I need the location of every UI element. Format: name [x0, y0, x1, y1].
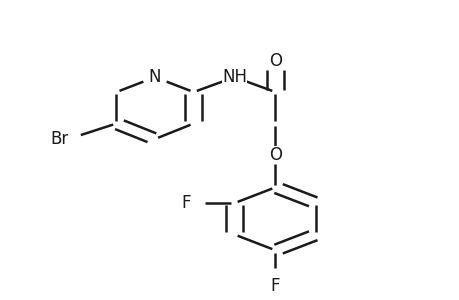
- Text: O: O: [269, 146, 281, 164]
- Text: F: F: [181, 194, 191, 212]
- Text: O: O: [269, 52, 281, 70]
- Text: Br: Br: [50, 130, 68, 148]
- Text: N: N: [148, 68, 161, 86]
- Text: NH: NH: [222, 68, 246, 86]
- Text: F: F: [270, 277, 280, 295]
